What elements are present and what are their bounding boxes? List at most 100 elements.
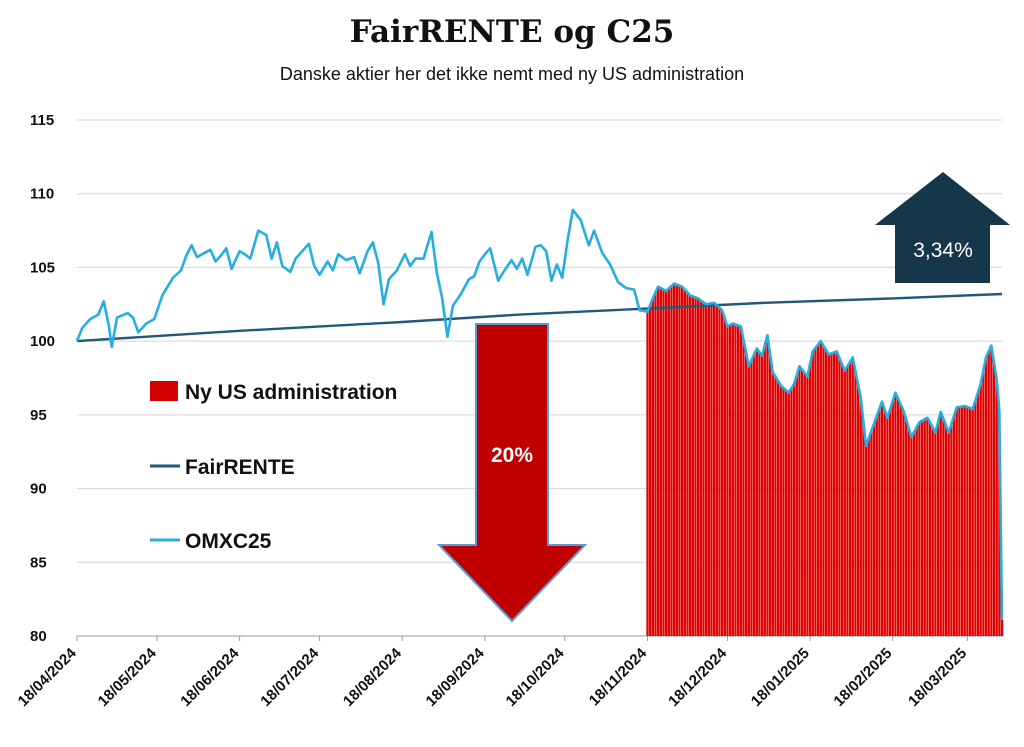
highlight-bar <box>814 348 817 636</box>
highlight-bar <box>942 418 945 636</box>
y-tick-label: 85 <box>30 554 47 571</box>
highlight-bar <box>987 351 990 636</box>
highlight-bar <box>958 406 961 636</box>
up-arrow-shape <box>875 172 1010 283</box>
highlight-bar <box>667 288 670 636</box>
highlight-bar <box>966 406 969 636</box>
highlight-bar <box>880 401 884 636</box>
highlight-bar <box>654 292 657 636</box>
highlight-bar <box>827 354 830 636</box>
highlight-bar <box>803 373 806 636</box>
highlight-bar <box>824 349 828 636</box>
highlight-bar <box>806 376 809 636</box>
highlight-bar <box>728 324 732 636</box>
highlight-bar <box>992 362 996 636</box>
highlight-bar <box>843 370 846 636</box>
highlight-bar <box>763 345 766 636</box>
omxc25-line <box>75 208 1004 620</box>
x-tick-label: 18/05/2024 <box>95 644 161 710</box>
highlight-bar <box>960 406 964 636</box>
highlight-bar <box>665 291 668 636</box>
highlight-bar <box>681 286 684 636</box>
highlight-bar <box>998 410 1001 636</box>
highlight-bar <box>944 425 948 636</box>
legend-label: Ny US administration <box>185 381 397 404</box>
highlight-bar <box>734 324 737 636</box>
y-tick-label: 95 <box>30 407 47 424</box>
up-arrow-label: 3,34% <box>913 239 973 262</box>
y-tick-label: 100 <box>30 333 55 350</box>
highlight-bar <box>662 289 665 636</box>
highlight-bar <box>891 401 894 636</box>
highlight-bar <box>736 325 740 636</box>
highlight-bar <box>934 432 937 636</box>
highlight-bar <box>886 417 889 636</box>
highlight-bar <box>782 387 785 636</box>
highlight-bar <box>750 360 753 636</box>
highlight-bar <box>875 416 878 636</box>
highlight-bar <box>686 292 689 636</box>
highlight-bar <box>744 352 748 636</box>
highlight-bar <box>904 419 908 636</box>
highlight-bar <box>697 298 700 636</box>
highlight-bar <box>838 357 841 636</box>
highlight-bar <box>854 370 857 636</box>
highlight-bar <box>739 326 742 636</box>
highlight-bar <box>846 366 849 636</box>
highlight-bar <box>907 428 910 636</box>
highlight-bar <box>779 385 782 636</box>
highlight-bar <box>928 422 932 636</box>
highlight-bar <box>982 370 985 636</box>
highlight-bar <box>872 423 876 636</box>
highlight-bar <box>752 354 756 636</box>
highlight-bar <box>691 296 694 636</box>
highlight-bar <box>819 341 822 636</box>
highlight-bar <box>683 289 686 636</box>
highlight-bar <box>931 427 934 636</box>
highlight-bar <box>713 302 716 636</box>
chart-title: FairRENTE og C25 <box>349 14 675 50</box>
highlight-bar <box>742 339 745 636</box>
legend-label: FairRENTE <box>185 456 295 479</box>
y-tick-label: 110 <box>30 186 54 203</box>
highlight-bar <box>950 424 953 636</box>
highlight-bar <box>718 307 721 636</box>
highlight-bar <box>939 411 942 636</box>
highlight-bar <box>702 302 705 636</box>
highlight-bar <box>689 295 692 636</box>
highlight-bar <box>771 372 774 636</box>
highlight-bar <box>790 388 793 636</box>
highlight-bar <box>755 348 758 636</box>
highlight-bar <box>864 445 868 636</box>
highlight-bar <box>808 363 812 636</box>
highlight-bar <box>678 285 681 636</box>
highlight-bar <box>758 352 761 636</box>
x-tick-label: 18/03/2025 <box>905 645 970 710</box>
highlight-bar <box>870 431 873 636</box>
highlight-bar <box>798 366 801 636</box>
highlight-bar <box>766 335 769 636</box>
highlight-bar <box>723 318 726 636</box>
highlight-bar <box>673 283 676 636</box>
highlight-bar <box>699 300 702 636</box>
highlight-bar <box>776 380 780 636</box>
x-tick-label: 18/01/2025 <box>748 645 813 710</box>
highlight-bar <box>926 417 929 636</box>
highlight-bar <box>787 392 790 636</box>
highlight-bar <box>848 361 852 636</box>
highlight-bar <box>955 407 958 636</box>
highlight-bar <box>731 323 734 636</box>
x-tick-label: 18/08/2024 <box>340 644 406 710</box>
x-tick-label: 18/12/2024 <box>665 644 731 710</box>
highlight-bar <box>920 420 924 636</box>
highlight-bar <box>936 422 940 636</box>
x-tick-label: 18/10/2024 <box>503 644 569 710</box>
highlight-bar <box>651 298 654 636</box>
highlight-bar <box>784 390 788 636</box>
highlight-bar <box>894 392 897 636</box>
highlight-bar <box>832 352 836 636</box>
chart-subtitle: Danske aktier her det ikke nemt med ny U… <box>279 64 745 84</box>
down-arrow-shape <box>436 323 588 623</box>
y-tick-label: 105 <box>30 259 55 276</box>
highlight-bar <box>862 421 865 636</box>
